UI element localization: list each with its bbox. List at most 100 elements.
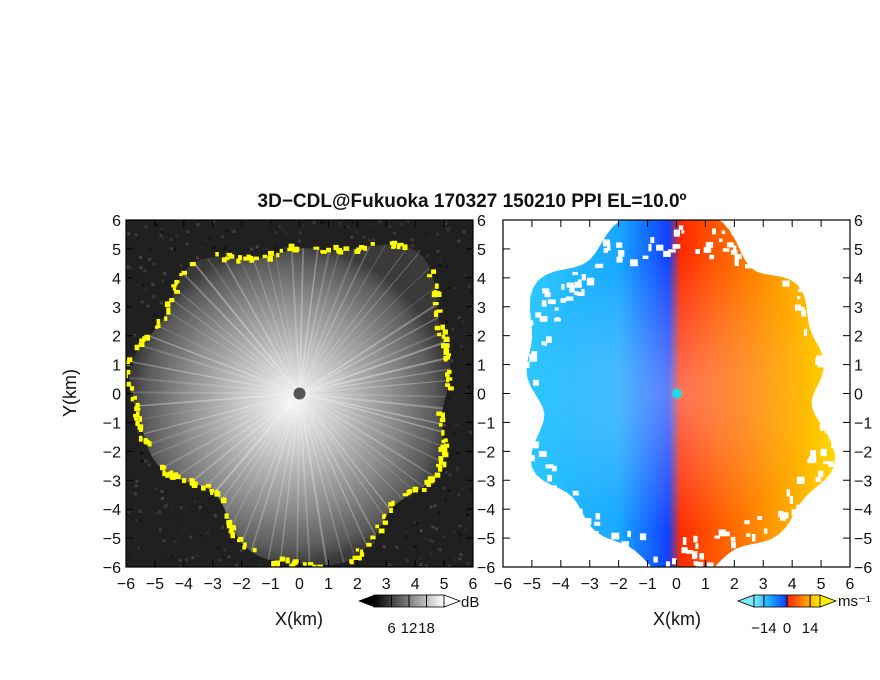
velocity-gap — [824, 426, 833, 434]
noise-speckle — [419, 556, 423, 560]
x-tick-label: −1 — [261, 576, 279, 593]
edge-pixel — [143, 438, 147, 444]
velocity-gap — [523, 332, 529, 338]
noise-speckle — [406, 220, 410, 224]
noise-speckle — [136, 546, 140, 550]
velocity-gap — [539, 485, 546, 492]
velocity-gap — [577, 534, 584, 539]
y-tick-label: 6 — [112, 213, 121, 230]
noise-speckle — [159, 528, 162, 532]
y-tick-label: −3 — [103, 473, 121, 490]
noise-speckle — [274, 231, 278, 235]
noise-speckle — [196, 256, 199, 260]
velocity-gap — [581, 288, 585, 294]
reflectivity-axes: −6 −5 −4 −3 −2 −1 0 1 2 3 4 5 66 65 54 43 32 21 10 0−1 −1−2−… — [103, 213, 496, 593]
noise-speckle — [464, 528, 468, 532]
edge-pixel — [191, 484, 198, 488]
noise-speckle — [284, 246, 288, 250]
velocity-gap — [718, 529, 726, 537]
noise-speckle — [286, 223, 290, 227]
edge-pixel — [215, 252, 219, 257]
edge-pixel — [156, 324, 161, 328]
edge-pixel — [289, 563, 296, 567]
y-tick-label-right: −1 — [854, 415, 872, 432]
y-tick-label-right: 2 — [477, 329, 486, 346]
noise-speckle — [157, 301, 161, 305]
velocity-gap — [631, 550, 636, 559]
noise-speckle — [398, 501, 401, 505]
velocity-gap — [665, 561, 670, 567]
noise-speckle — [297, 239, 301, 243]
velocity-gap — [538, 451, 547, 457]
edge-pixel — [431, 269, 437, 274]
reflectivity-ray — [298, 244, 387, 394]
x-tick-label: 2 — [353, 576, 362, 593]
edge-pixel — [205, 484, 212, 488]
noise-speckle — [413, 545, 417, 549]
noise-speckle — [127, 555, 131, 559]
edge-pixel — [448, 386, 454, 391]
edge-pixel — [383, 513, 387, 518]
velocity-gap — [795, 304, 801, 311]
noise-speckle — [195, 554, 199, 558]
noise-speckle — [459, 552, 463, 556]
edge-pixel — [237, 538, 241, 543]
colorbar-reflectivity-arrow-left — [358, 595, 374, 607]
noise-speckle — [186, 230, 190, 234]
edge-pixel — [443, 438, 448, 443]
colorbar-reflectivity-unit: dB — [461, 594, 479, 611]
noise-speckle — [368, 238, 372, 242]
edge-pixel — [237, 536, 244, 542]
edge-pixel — [138, 428, 143, 432]
velocity-gap — [725, 531, 730, 537]
noise-speckle — [148, 257, 152, 261]
noise-speckle — [453, 346, 457, 350]
edge-pixel — [392, 240, 398, 245]
velocity-gap — [618, 250, 625, 257]
x-tick-label: 1 — [701, 576, 710, 593]
edge-pixel — [375, 524, 379, 529]
x-tick-label: −6 — [494, 576, 512, 593]
velocity-gap — [848, 420, 850, 427]
edge-pixel — [181, 478, 187, 484]
edge-pixel — [210, 491, 214, 495]
noise-speckle — [138, 509, 142, 513]
edge-pixel — [389, 241, 395, 245]
velocity-gap — [823, 383, 831, 390]
velocity-gap — [522, 317, 530, 325]
noise-speckle — [371, 541, 375, 544]
reflectivity-ray — [298, 393, 368, 547]
edge-pixel — [445, 372, 450, 377]
reflectivity-ray — [296, 393, 301, 564]
reflectivity-ray — [298, 393, 377, 536]
edge-pixel — [276, 562, 280, 567]
velocity-gap — [734, 257, 739, 266]
velocity-gap — [512, 343, 517, 351]
noise-speckle — [234, 557, 238, 561]
noise-speckle — [392, 231, 396, 235]
edge-pixel — [446, 353, 451, 360]
y-tick-label: −2 — [103, 444, 121, 461]
velocity-gap — [820, 449, 826, 456]
velocity-gap — [712, 228, 716, 235]
edge-pixel — [438, 456, 444, 462]
edge-pixel — [249, 259, 254, 263]
velocity-gap — [796, 504, 802, 512]
reflectivity-ray — [166, 310, 300, 394]
noise-speckle — [394, 505, 398, 509]
velocity-gap — [830, 428, 836, 435]
noise-speckle — [469, 307, 473, 311]
reflectivity-ray — [299, 392, 443, 463]
velocity-gap — [847, 364, 850, 370]
noise-speckle — [257, 564, 261, 567]
edge-pixel — [130, 386, 135, 391]
velocity-gap — [825, 326, 833, 334]
velocity-gap — [595, 263, 604, 269]
x-tick-label: 6 — [469, 576, 478, 593]
velocity-gap — [507, 390, 514, 399]
noise-speckle — [191, 556, 195, 560]
velocity-gap — [667, 249, 676, 253]
noise-speckle — [155, 223, 159, 227]
noise-speckle — [442, 535, 446, 539]
noise-speckle — [431, 525, 435, 529]
